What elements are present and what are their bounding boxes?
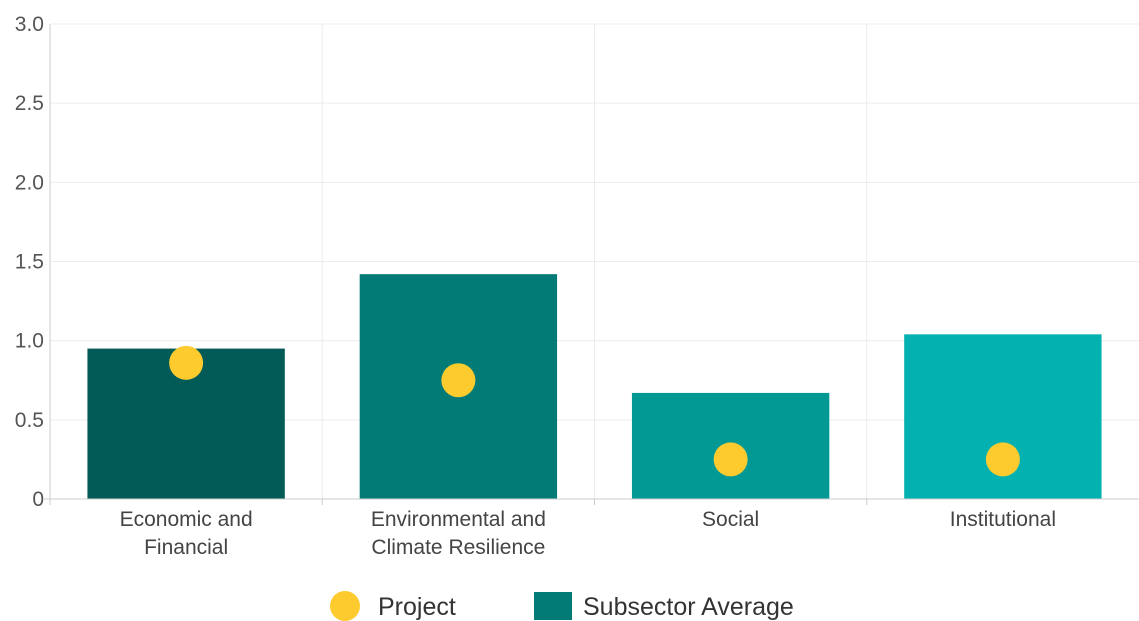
- y-tick-label: 3.0: [15, 13, 44, 36]
- project-point: [985, 442, 1020, 477]
- legend-subsector-average-swatch: [534, 592, 572, 620]
- x-tick-label: Social: [702, 508, 759, 531]
- x-tick-label: Institutional: [950, 508, 1056, 531]
- legend-project-swatch: [330, 591, 360, 621]
- y-tick-label: 2.0: [15, 171, 44, 194]
- x-tick-label: Economic and: [120, 508, 253, 531]
- legend: Project Subsector Average: [330, 591, 794, 621]
- project-point: [169, 345, 204, 380]
- x-tick-label: Environmental and: [371, 508, 546, 531]
- legend-subsector-average-label: Subsector Average: [583, 593, 794, 621]
- project-point: [441, 363, 476, 398]
- y-tick-label: 0.5: [15, 409, 44, 432]
- project-point: [713, 442, 748, 477]
- project-points: [169, 345, 1020, 477]
- y-tick-label: 1.0: [15, 330, 44, 353]
- tick-labels: 0 0.5 1.0 1.5 2.0 2.5 3.0 Economic and Financial…: [15, 13, 1056, 559]
- legend-project-label: Project: [378, 593, 456, 621]
- y-tick-label: 1.5: [15, 251, 44, 274]
- y-tick-label: 2.5: [15, 92, 44, 115]
- x-tick-label: Financial: [144, 536, 228, 559]
- x-tick-label: Climate Resilience: [371, 536, 545, 559]
- axes: [44, 24, 1139, 505]
- y-tick-label: 0: [32, 488, 44, 511]
